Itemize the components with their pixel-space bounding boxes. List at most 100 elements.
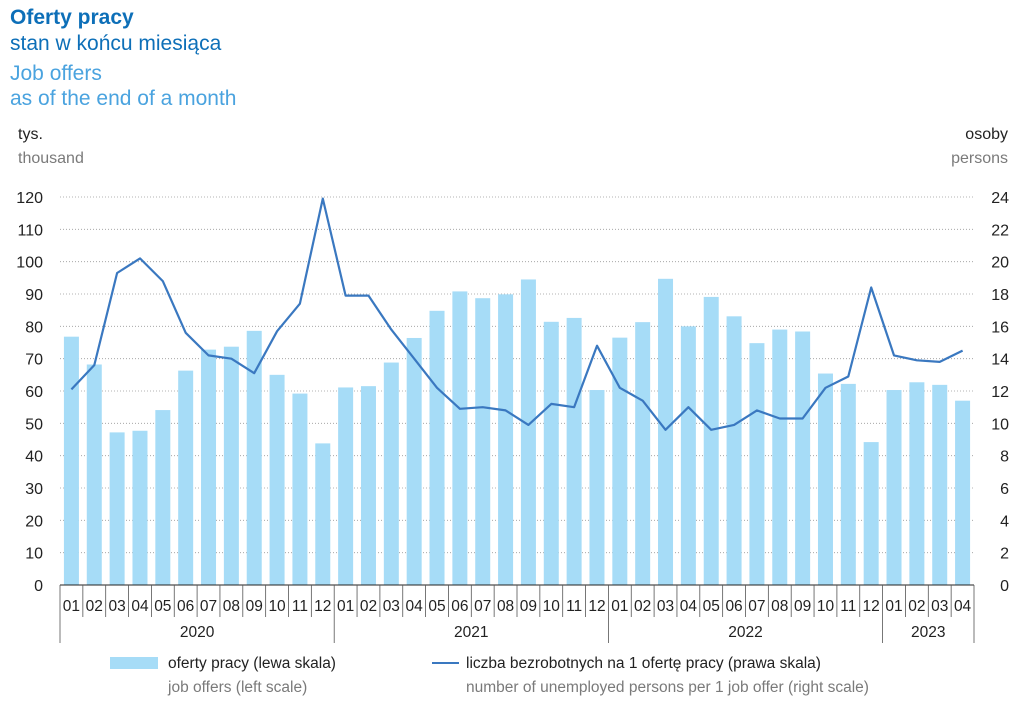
x-tick-label-month: 01 [611,598,628,615]
x-tick-label-month: 11 [292,598,308,615]
x-tick-label-month: 12 [314,598,331,615]
x-tick-label-month: 10 [268,598,286,615]
x-tick-label-month: 07 [200,598,217,615]
bar-job-offers [612,337,628,585]
bar-job-offers [292,393,308,585]
left-axis-tick-label: 100 [16,255,43,272]
x-tick-label-month: 08 [771,598,788,615]
x-tick-label-month: 09 [794,598,811,615]
x-tick-label-month: 03 [931,598,948,615]
right-axis-tick-label: 20 [991,255,1009,272]
bar-job-offers [566,317,582,585]
left-axis-tick-label: 120 [16,190,43,207]
x-tick-label-year: 2023 [911,624,945,641]
x-tick-label-month: 03 [657,598,674,615]
bar-job-offers [132,430,148,585]
right-axis-tick-label: 12 [991,384,1009,401]
x-tick-label-month: 08 [223,598,240,615]
left-axis-tick-label: 80 [25,319,43,336]
x-tick-label-month: 04 [680,598,698,615]
right-axis-tick-label: 10 [991,416,1009,433]
bar-job-offers [269,374,285,585]
x-tick-label-month: 02 [634,598,651,615]
x-tick-label-month: 05 [154,598,171,615]
x-tick-label-month: 02 [908,598,925,615]
bar-job-offers [726,316,742,585]
bar-job-offers [909,382,925,585]
right-axis-tick-label: 14 [991,352,1009,369]
x-tick-label-month: 11 [566,598,582,615]
left-axis-unit-pl: tys. [18,126,43,143]
left-axis-tick-label: 110 [17,222,43,239]
bar-job-offers [223,346,239,585]
bar-job-offers [315,443,331,585]
x-tick-label-month: 02 [360,598,377,615]
legend-bar-swatch [110,657,158,669]
bar-job-offers [178,370,194,585]
left-axis-tick-label: 70 [25,352,43,369]
bar-job-offers [155,410,171,585]
legend: oferty pracy (lewa skala) job offers (le… [110,655,869,696]
right-axis-tick-label: 2 [1000,546,1009,563]
x-tick-label-month: 06 [725,598,742,615]
x-tick-label-month: 04 [131,598,149,615]
bar-job-offers [772,329,788,585]
x-tick-label-month: 10 [543,598,561,615]
x-tick-label-month: 05 [428,598,445,615]
x-tick-label-month: 12 [863,598,880,615]
left-axis-tick-label: 30 [25,481,43,498]
line-unemployed-per-offer [70,197,964,431]
chart-title-pl: Oferty pracy [10,6,134,29]
bar-job-offers [658,278,674,585]
x-tick-label-month: 06 [177,598,194,615]
bar-job-offers [635,322,651,585]
x-tick-label-month: 07 [474,598,491,615]
x-tick-label-month: 03 [383,598,400,615]
right-axis-tick-label: 4 [1000,513,1009,530]
bar-job-offers [795,331,811,585]
right-axis-tick-label: 0 [1000,578,1009,595]
legend-bars-label-en: job offers (left scale) [167,679,307,696]
x-tick-label-month: 01 [63,598,80,615]
bar-job-offers [543,321,559,585]
bar-job-offers [520,279,536,585]
left-axis-unit-en: thousand [18,150,84,167]
x-tick-label-month: 12 [588,598,605,615]
bar-job-offers [886,390,902,585]
legend-line-label-en: number of unemployed persons per 1 job o… [466,679,869,696]
left-axis-tick-label: 40 [25,449,43,466]
bar-job-offers [680,326,696,585]
x-tick-label-month: 09 [520,598,537,615]
left-axis-tick-label: 90 [25,287,43,304]
x-tick-label-year: 2022 [728,624,762,641]
bar-job-offers [498,294,514,585]
bar-job-offers [452,291,468,585]
x-tick-label-month: 01 [337,598,354,615]
x-tick-label-month: 07 [748,598,765,615]
bar-job-offers [863,442,879,585]
bar-job-offers [589,390,605,585]
left-axis-tick-label: 10 [25,546,43,563]
chart-title-en: Job offers [10,62,102,85]
right-axis-tick-label: 24 [991,190,1009,207]
x-tick-label-year: 2021 [454,624,488,641]
legend-line-label-pl: liczba bezrobotnych na 1 ofertę pracy (p… [466,655,821,672]
right-axis-tick-label: 18 [991,287,1009,304]
right-axis-tick-label: 6 [1000,481,1009,498]
right-axis-unit-en: persons [951,150,1008,167]
left-axis-tick-label: 20 [25,513,43,530]
x-tick-label-month: 04 [406,598,424,615]
bar-job-offers [383,362,399,585]
left-axis-tick-label: 50 [25,416,43,433]
x-tick-label-month: 06 [451,598,468,615]
bar-job-offers [63,336,79,585]
x-tick-label-month: 01 [885,598,902,615]
bar-job-offers [429,310,445,585]
bar-job-offers [246,330,262,585]
unemployed-per-offer-line [70,197,964,431]
bar-job-offers [86,364,102,585]
legend-bars-label-pl: oferty pracy (lewa skala) [168,655,336,672]
right-axis-tick-label: 8 [1000,449,1009,466]
